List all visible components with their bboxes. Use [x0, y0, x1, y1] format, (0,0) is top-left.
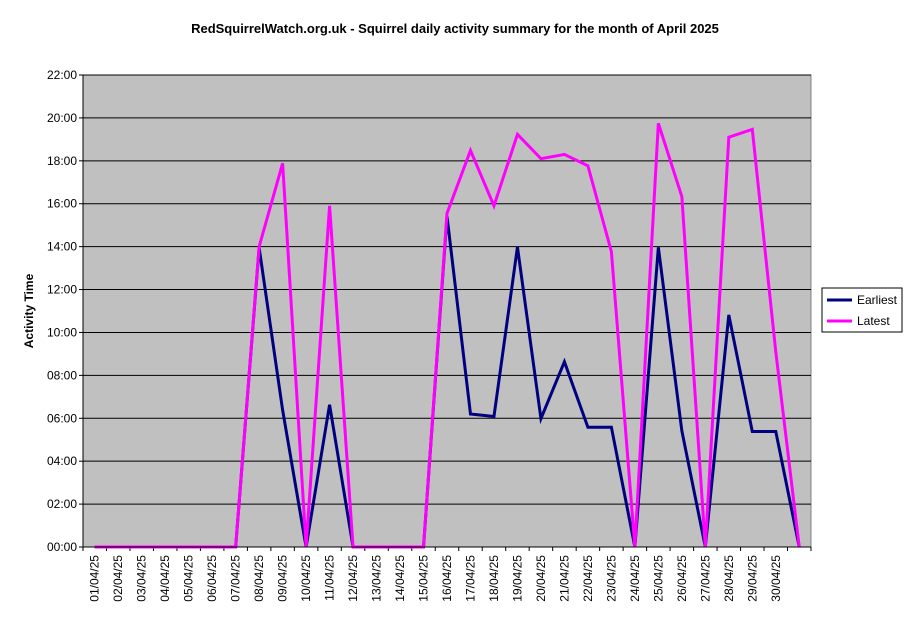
y-tick-label: 06:00 — [47, 411, 77, 425]
legend-box — [821, 287, 903, 333]
x-tick-label: 19/04/25 — [510, 555, 524, 602]
x-tick-label: 26/04/25 — [675, 555, 689, 602]
x-tick-label: 13/04/25 — [370, 555, 384, 602]
legend-label-earliest: Earliest — [857, 293, 898, 307]
x-tick-label: 06/04/25 — [205, 555, 219, 602]
x-tick-label: 01/04/25 — [88, 555, 102, 602]
y-tick-label: 10:00 — [47, 325, 77, 339]
y-tick-label: 18:00 — [47, 154, 77, 168]
x-tick-label: 08/04/25 — [252, 555, 266, 602]
x-tick-label: 15/04/25 — [417, 555, 431, 602]
y-tick-label: 14:00 — [47, 240, 77, 254]
legend: Earliest Latest — [821, 287, 903, 333]
gridlines — [83, 74, 811, 505]
x-tick-label: 16/04/25 — [440, 555, 454, 602]
x-tick-label: 30/04/25 — [769, 555, 783, 602]
x-axis-ticks: 01/04/25 02/04/25 03/04/25 04/04/25 05/04/25… — [82, 547, 812, 602]
x-tick-label: 20/04/25 — [534, 555, 548, 602]
x-tick-label: 10/04/25 — [299, 555, 313, 602]
y-tick-label: 08:00 — [47, 368, 77, 382]
x-tick-label: 21/04/25 — [557, 555, 571, 602]
chart-title: RedSquirrelWatch.org.uk - Squirrel daily… — [191, 21, 719, 36]
y-tick-label: 12:00 — [47, 283, 77, 297]
x-tick-label: 05/04/25 — [182, 555, 196, 602]
y-axis-label: Activity Time — [22, 273, 36, 348]
x-tick-label: 18/04/25 — [487, 555, 501, 602]
x-tick-label: 14/04/25 — [393, 555, 407, 602]
x-tick-label: 23/04/25 — [604, 555, 618, 602]
x-tick-label: 29/04/25 — [745, 555, 759, 602]
y-tick-label: 04:00 — [47, 454, 77, 468]
x-tick-label: 11/04/25 — [323, 555, 337, 601]
x-tick-label: 07/04/25 — [229, 555, 243, 602]
x-tick-label: 24/04/25 — [628, 555, 642, 602]
x-tick-label: 22/04/25 — [581, 555, 595, 602]
x-tick-label: 09/04/25 — [276, 555, 290, 602]
y-tick-label: 22:00 — [47, 68, 77, 82]
y-axis-ticks: 00:00 02:00 04:00 06:00 08:00 10:00 12:00 14:00… — [47, 68, 83, 554]
x-tick-label: 02/04/25 — [111, 555, 125, 602]
x-tick-label: 27/04/25 — [698, 555, 712, 602]
x-tick-label: 03/04/25 — [135, 555, 149, 602]
x-tick-label: 04/04/25 — [158, 555, 172, 602]
legend-label-latest: Latest — [857, 314, 890, 328]
x-tick-label: 12/04/25 — [346, 555, 360, 602]
y-tick-label: 02:00 — [47, 497, 77, 511]
x-tick-label: 17/04/25 — [463, 555, 477, 602]
x-tick-label: 25/04/25 — [651, 555, 665, 602]
y-tick-label: 16:00 — [47, 197, 77, 211]
y-tick-label: 00:00 — [47, 540, 77, 554]
y-tick-label: 20:00 — [47, 111, 77, 125]
x-tick-label: 28/04/25 — [722, 555, 736, 602]
